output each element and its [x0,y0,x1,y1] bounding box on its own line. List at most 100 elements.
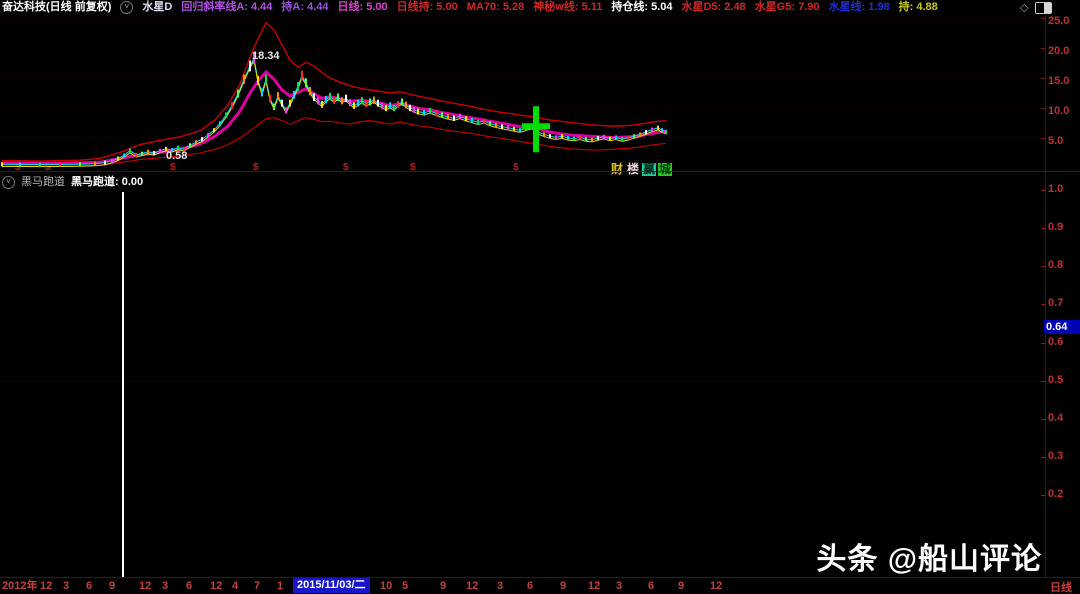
watermark-handle: @船山评论 [887,543,1042,576]
stamp-char: 赢 [642,162,657,176]
time-axis-label: 3 [63,580,70,592]
stamp-char: 楼 [627,162,640,176]
axis-tick [1041,190,1046,191]
sub-indicator-name[interactable]: 黑马跑道 [21,176,65,188]
sub-gridline [0,381,1045,382]
time-axis-label: 6 [186,580,193,592]
axis-tick [1041,304,1046,305]
indicator-value: 神秘w线: 5.11 [533,1,603,13]
indicator-value: 水星G5: 7.90 [754,1,820,13]
axis-tick [1041,48,1046,49]
price-axis-label: 20.0 [1048,45,1070,57]
sub-panel-header: ˅ 黑马跑道 黑马跑道: 0.00 [2,176,143,189]
stock-title[interactable]: 奋达科技(日线 前复权) [2,1,112,13]
stamp-char: 财 [611,162,624,176]
time-axis-label: 12 [40,580,53,592]
selected-date-badge: 2015/11/03/二 [293,578,370,593]
indicator-values-strip: 回归斜率线A: 4.44 持A: 4.44 日线: 5.00 日线持: 5.00 MA7… [181,0,937,14]
time-axis-label: 10 [380,580,393,592]
chevron-down-circle-icon[interactable]: ˅ [2,176,15,189]
sub-axis-label: 0.4 [1048,411,1064,424]
indicator-value: 持A: 4.44 [281,1,329,13]
sub-indicator-value: 黑马跑道: 0.00 [71,176,144,188]
crosshair-value-badge: 0.64 [1044,320,1080,334]
money-marker-icon: $ [15,162,21,173]
money-marker-icon: $ [170,162,176,173]
slow-ma-line [1,58,667,168]
axis-tick [1041,108,1046,109]
time-axis-label: 12 [210,580,223,592]
time-axis-label: 7 [254,580,261,592]
time-axis-label: 3 [616,580,623,592]
time-axis-label: 12 [466,580,479,592]
money-marker-icon: $ [343,162,349,173]
watermark-logo: 头条 [816,543,879,576]
money-marker-icon: $ [513,162,519,173]
time-axis-bar[interactable]: 2012年 12 3 6 9 12 3 6 12 4 7 1 10 5 9 12 3 6 9 12 3 6 9 12 2015… [0,578,1080,594]
sub-axis-label: 0.3 [1048,449,1064,462]
time-axis-label: 6 [648,580,655,592]
main-candlestick-chart[interactable] [0,14,1045,172]
price-axis-label: 25.0 [1048,15,1070,27]
indicator-value: 回归斜率线A: 4.44 [181,1,273,13]
time-axis-label: 2012年 [2,580,38,592]
axis-tick [1041,343,1046,344]
axis-tick [1041,228,1046,229]
period-label[interactable]: 日线 [1050,582,1072,594]
sub-axis-label: 0.5 [1048,373,1064,386]
axis-tick [1041,457,1046,458]
top-indicator-bar: 奋达科技(日线 前复权) ˅ 水星D 回归斜率线A: 4.44 持A: 4.44 日… [0,0,1020,14]
time-axis-label: 6 [527,580,534,592]
diamond-icon[interactable]: ◇ [1020,1,1029,14]
time-axis-label: 5 [402,580,409,592]
indicator-value: 持: 4.88 [898,1,938,13]
split-window-icon[interactable] [1035,2,1053,14]
indicator-stamp-text: 财楼赢城 [610,162,673,176]
axis-tick [1041,381,1046,382]
time-axis-label: 12 [139,580,152,592]
money-marker-icon: $ [253,162,259,173]
money-marker-icon: $ [45,162,51,173]
indicator-value: 日线: 5.00 [337,1,388,13]
bottom-separator [0,577,1080,578]
time-axis-label: 3 [497,580,504,592]
axis-tick [1041,78,1046,79]
axis-tick [1041,266,1046,267]
sub-axis-label: 0.7 [1048,297,1064,310]
indicator-value: 日线持: 5.00 [396,1,458,13]
indicator-set-name[interactable]: 水星D [142,1,173,13]
time-axis-label: 1 [277,580,284,592]
price-axis-label: 10.0 [1048,105,1070,117]
panel-separator [0,171,1080,172]
indicator-value: 水星D5: 2.48 [681,1,746,13]
lower-band-line [1,117,667,167]
indicator-value: 持仓线: 5.04 [611,1,673,13]
low-price-label: 0.58 [166,150,188,162]
price-axis-label: 15.0 [1048,75,1070,87]
window-controls: ◇ [1020,1,1053,14]
stamp-char: 城 [658,162,673,176]
sub-axis-label: 0.6 [1048,335,1064,348]
price-axis-label: 5.0 [1048,135,1064,147]
indicator-spike-line [122,192,124,577]
money-marker-icon: $ [410,162,416,173]
axis-tick [1041,495,1046,496]
chevron-down-circle-icon[interactable]: ˅ [120,0,134,14]
sub-axis-label: 0.2 [1048,488,1064,500]
upper-band-line [1,21,667,162]
axis-tick [1041,419,1046,420]
sub-axis-label: 0.9 [1048,221,1064,234]
time-axis-label: 9 [678,580,685,592]
axis-tick [1041,18,1046,19]
time-axis-label: 3 [162,580,169,592]
time-axis-label: 9 [440,580,447,592]
time-axis-label: 4 [232,580,239,592]
time-axis-label: 9 [560,580,567,592]
time-axis-label: 9 [109,580,116,592]
ma-band-line [1,69,667,166]
sub-axis-label: 0.8 [1048,259,1064,272]
time-axis-label: 12 [588,580,601,592]
time-axis-label: 6 [86,580,93,592]
indicator-value: 水星线: 1.98 [828,1,890,13]
